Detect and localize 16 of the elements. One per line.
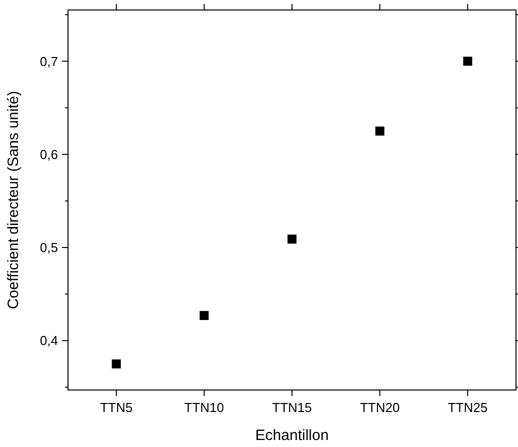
x-tick-label: TTN10	[184, 400, 224, 415]
y-axis-title: Coefficient directeur (Sans unité)	[5, 90, 22, 310]
x-axis-title: Echantillon	[255, 427, 329, 444]
y-tick-label: 0,4	[40, 333, 58, 348]
x-tick-label: TTN20	[360, 400, 400, 415]
x-tick-label: TTN15	[272, 400, 312, 415]
point	[112, 359, 121, 368]
y-tick-label: 0,6	[40, 146, 58, 162]
point	[200, 310, 209, 320]
x-tick-label: TTN5	[100, 400, 133, 415]
point	[288, 234, 296, 244]
point	[375, 126, 384, 136]
y-tick-label: 0,7	[40, 54, 58, 69]
point	[463, 56, 472, 66]
x-tick-label: TTN25	[448, 400, 488, 415]
y-tick-label: 0,5	[40, 240, 58, 256]
